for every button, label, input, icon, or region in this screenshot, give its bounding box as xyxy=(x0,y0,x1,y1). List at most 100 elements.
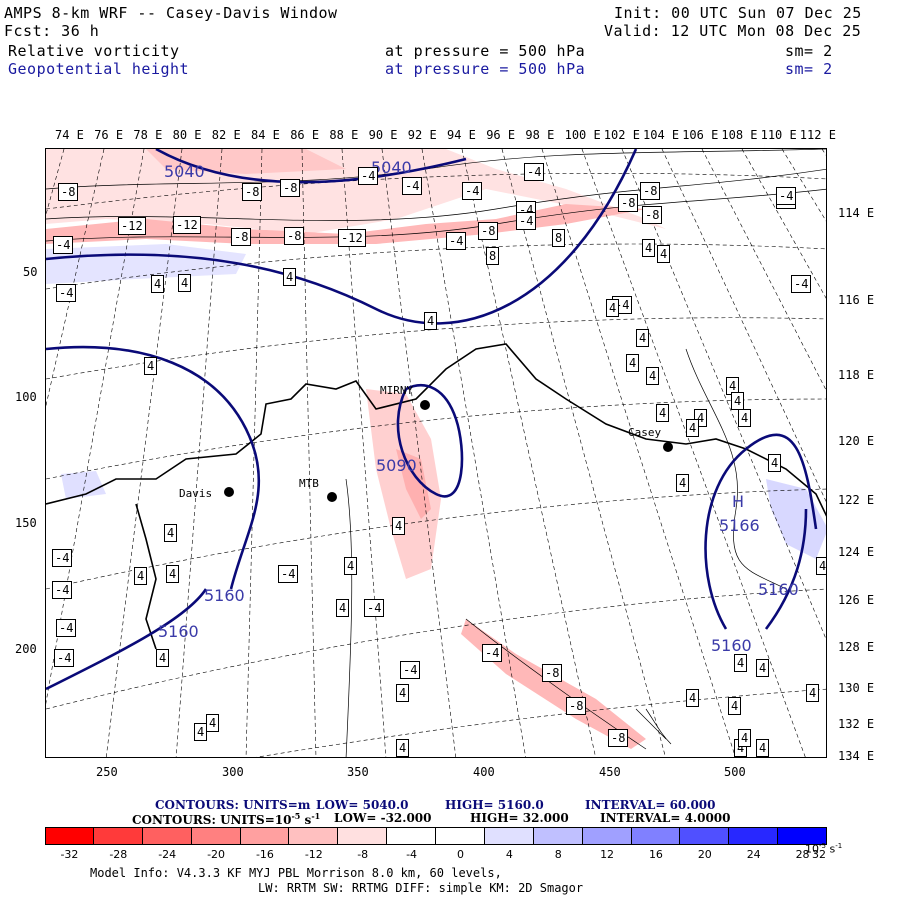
colorbar-tick-label: 28 xyxy=(795,848,810,861)
colorbar-unit-s: s xyxy=(829,842,836,856)
vort-value-box: -8 xyxy=(284,227,305,245)
left-grid-label: 100 xyxy=(15,390,37,404)
model-info-line1: Model Info: V4.3.3 KF MYJ PBL Morrison 8… xyxy=(90,866,502,880)
top-lon-label: 104 E xyxy=(643,128,680,142)
height-contour-5160-east xyxy=(704,433,818,630)
top-lon-label: 96 E xyxy=(486,128,516,142)
colorbar-tick-label: 16 xyxy=(648,848,663,861)
vort-value-box: 4 xyxy=(636,329,650,347)
vort-value-box: -4 xyxy=(56,284,77,302)
vort-value-box: -4 xyxy=(53,236,74,254)
vort-contour xyxy=(635,708,672,745)
left-grid-label: 200 xyxy=(15,642,37,656)
colorbar-cell xyxy=(631,827,681,845)
vort-value-box: -12 xyxy=(173,216,201,234)
colorbar-cell xyxy=(191,827,241,845)
colorbar-cell xyxy=(240,827,290,845)
colorbar-tick-label: 0 xyxy=(456,848,464,861)
field2-name: Geopotential height xyxy=(8,60,190,78)
vort-value-box: -8 xyxy=(58,183,79,201)
vort-value-box: 4 xyxy=(144,357,158,375)
vort-value-box: 4 xyxy=(642,239,656,257)
right-lon-label: 134 E xyxy=(838,749,875,763)
vort-value-box: -8 xyxy=(242,183,263,201)
vort-value-box: 4 xyxy=(166,565,180,583)
colorbar-unit: 10-5 s-1 xyxy=(805,842,842,856)
vort-value-box: 4 xyxy=(657,245,671,263)
vort-value-box: -8 xyxy=(280,179,301,197)
right-lon-label: 130 E xyxy=(838,681,875,695)
vort-value-box: 4 xyxy=(646,367,660,385)
vort-value-box: -4 xyxy=(516,212,537,230)
top-lon-label: 74 E xyxy=(55,128,84,142)
vort-value-box: 4 xyxy=(156,649,170,667)
field1-smooth: sm= 2 xyxy=(785,42,833,60)
vort-contour-units: CONTOURS: UNITS=10 xyxy=(132,813,292,827)
colorbar-cell xyxy=(680,827,730,845)
colorbar-tick-label: -28 xyxy=(109,848,128,861)
left-grid-label: 150 xyxy=(15,516,37,530)
top-lon-label: 98 E xyxy=(525,128,555,142)
height-label: 5160 xyxy=(758,580,799,599)
vort-value-box: 4 xyxy=(768,454,782,472)
vort-contour-high: HIGH= 32.000 xyxy=(470,811,569,825)
chart-title: AMPS 8-km WRF -- Casey-Davis Window xyxy=(4,4,338,22)
vorticity-shading xyxy=(46,149,826,749)
top-lon-label: 110 E xyxy=(760,128,797,142)
map-panel: Davis MTB MIRNY Casey 5040 5040 5090 516… xyxy=(45,148,827,758)
vort-pos-band-west xyxy=(46,244,246,284)
height-label: 5040 xyxy=(164,162,205,181)
right-lon-label: 128 E xyxy=(838,640,875,654)
station-label-casey: Casey xyxy=(628,426,661,439)
colorbar-tick-label: -24 xyxy=(158,848,177,861)
vort-contour-unit-exp: -1 xyxy=(311,811,321,821)
vort-value-box: -4 xyxy=(54,649,75,667)
vort-value-box: -8 xyxy=(231,228,252,246)
top-lon-label: 106 E xyxy=(682,128,719,142)
vort-value-box: -4 xyxy=(52,581,73,599)
grid-meridian xyxy=(46,149,145,705)
colorbar-cell xyxy=(436,827,485,845)
right-lon-label: 118 E xyxy=(838,368,875,382)
vort-value-box: 4 xyxy=(731,392,745,410)
vort-value-box: 4 xyxy=(151,275,165,293)
vort-value-box: -4 xyxy=(400,661,421,679)
map-svg: Davis MTB MIRNY Casey 5040 5040 5090 516… xyxy=(46,149,826,757)
grid-meridian xyxy=(541,149,736,757)
vort-value-box: 4 xyxy=(194,723,208,741)
colorbar-tick-label: -32 xyxy=(60,848,79,861)
vort-value-box: -8 xyxy=(566,697,587,715)
height-contour-5160-sw xyxy=(46,588,208,691)
vort-value-box: -4 xyxy=(278,565,299,583)
vort-value-box: 4 xyxy=(336,599,350,617)
field1-level: at pressure = 500 hPa xyxy=(385,42,586,60)
grid-meridian xyxy=(581,149,806,757)
vort-value-box: 4 xyxy=(656,404,670,422)
vort-neg-band-core xyxy=(46,204,646,244)
vort-value-box: 4 xyxy=(424,312,438,330)
vort-value-box: -8 xyxy=(542,664,563,682)
vort-contour-exp: -5 xyxy=(291,811,301,821)
station-dot-mirny xyxy=(420,400,430,410)
grid-parallel xyxy=(46,243,826,290)
valid-time: Valid: 12 UTC Mon 08 Dec 25 xyxy=(604,22,862,40)
height-contour-low: LOW= 5040.0 xyxy=(316,798,409,812)
colorbar-cell xyxy=(533,827,583,845)
height-contours xyxy=(46,149,818,691)
colorbar-tick-label: -20 xyxy=(207,848,226,861)
vort-value-box: -4 xyxy=(364,599,385,617)
vort-value-box: -4 xyxy=(524,163,545,181)
vort-value-box: 8 xyxy=(486,247,500,265)
top-lon-label: 78 E xyxy=(133,128,163,142)
top-lon-label: 102 E xyxy=(603,128,640,142)
colorbar-unit-base: 10 xyxy=(805,842,819,856)
top-lon-label: 76 E xyxy=(94,128,124,142)
colorbar-tick-label: -16 xyxy=(255,848,274,861)
top-lon-label: 92 E xyxy=(407,128,437,142)
vort-value-box: -4 xyxy=(462,182,483,200)
vort-value-box: 8 xyxy=(552,229,566,247)
station-label-mirny: MIRNY xyxy=(380,384,413,397)
grid-meridian xyxy=(821,149,826,156)
bottom-grid-label: 450 xyxy=(599,765,621,779)
top-lon-label: 80 E xyxy=(172,128,202,142)
